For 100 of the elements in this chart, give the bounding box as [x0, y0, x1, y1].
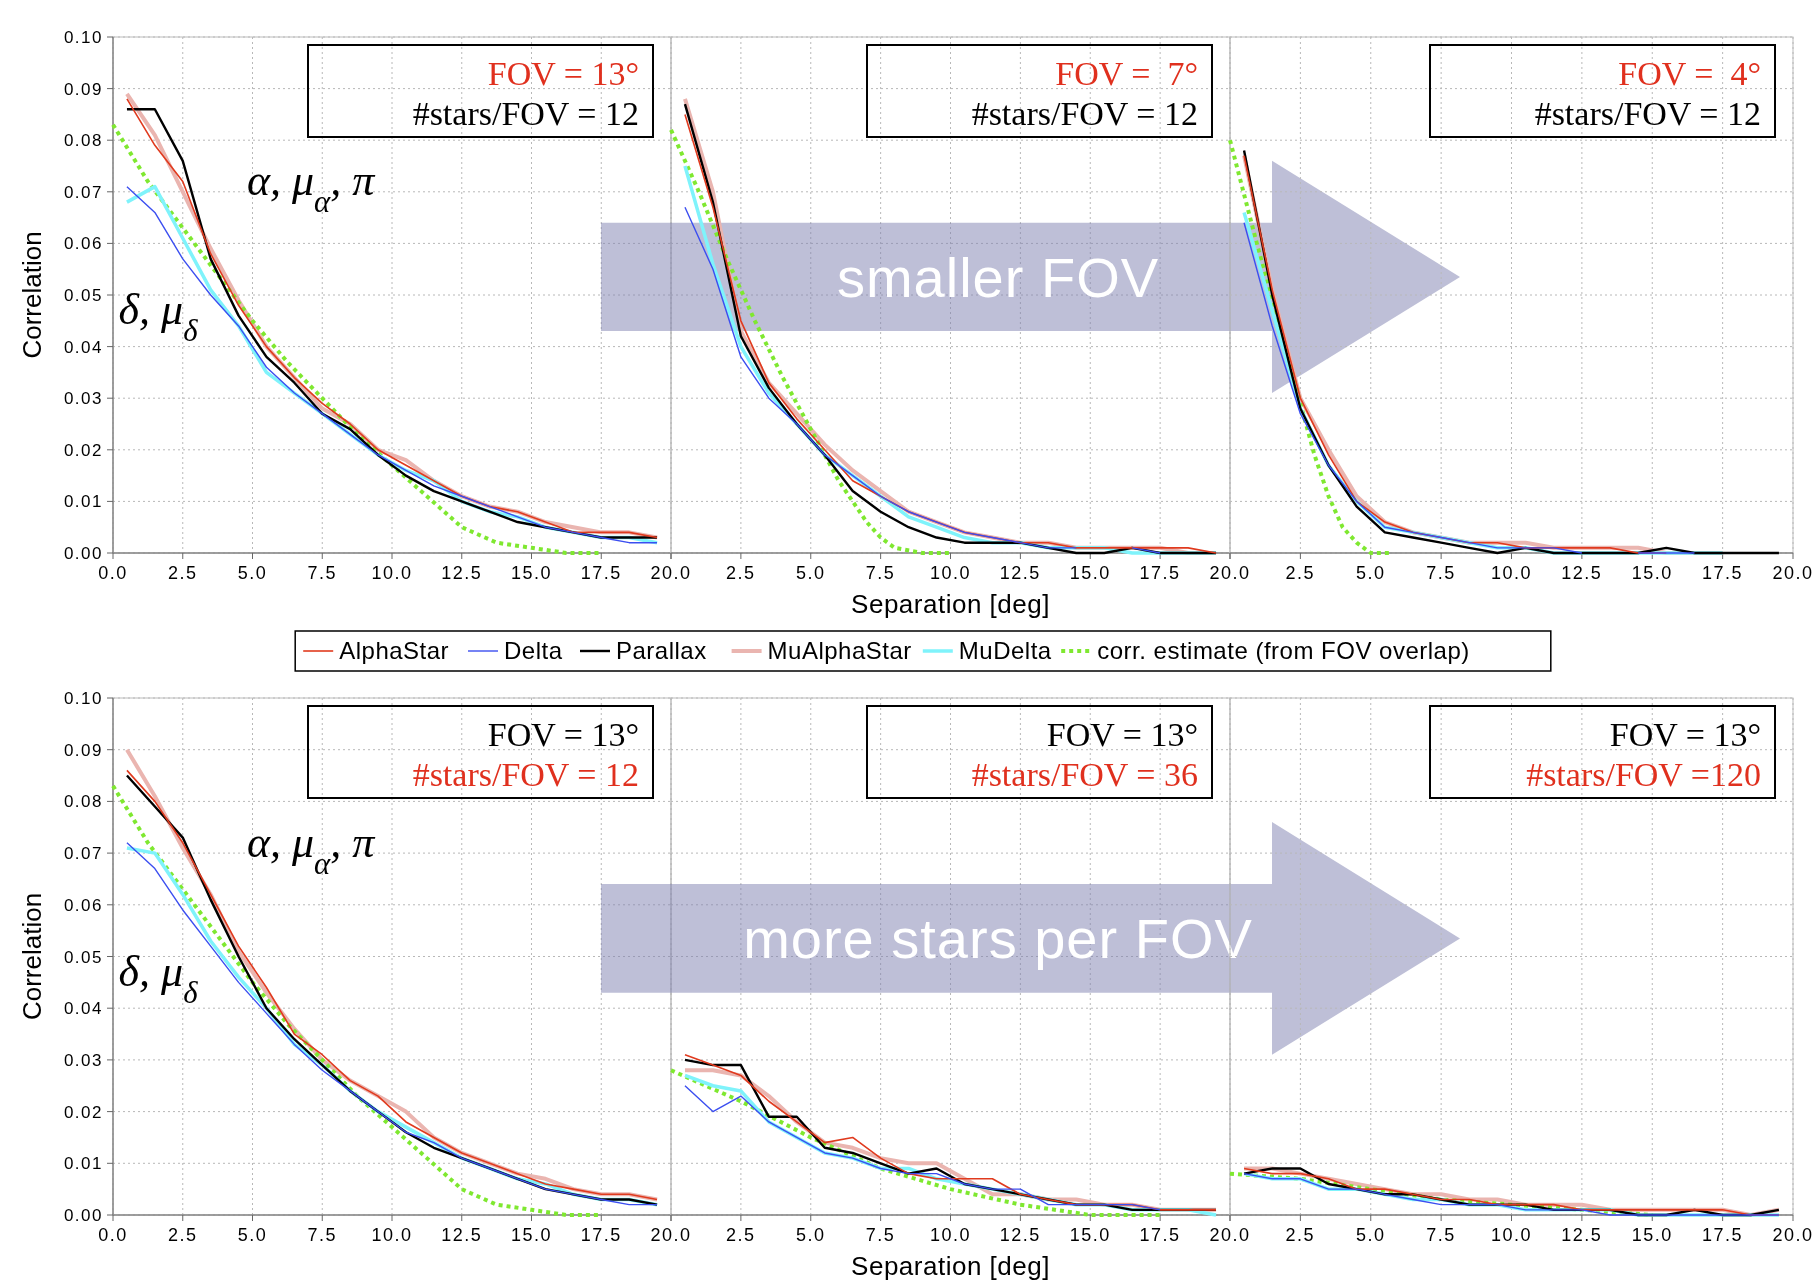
- x-tick-label: 17.5: [1702, 1225, 1744, 1245]
- x-tick-label: 20.0: [650, 1225, 692, 1245]
- text: FOV = 13°: [1609, 716, 1761, 753]
- annotation: δ, μ$_{δ}$: [118, 947, 199, 1011]
- x-tick-label: 10.0: [371, 563, 413, 583]
- text: FOV = 13°: [1046, 716, 1198, 753]
- annotation: α, μ$_{α}$, π: [246, 817, 377, 881]
- text: FOV = 13°: [487, 55, 639, 92]
- y-tick-label: 0.09: [63, 79, 103, 99]
- legend-label: Parallax: [616, 637, 707, 664]
- x-tick-label: 17.5: [1702, 563, 1744, 583]
- y-tick-label: 0.01: [63, 1154, 103, 1174]
- x-tick-label: 12.5: [441, 1225, 483, 1245]
- x-tick-label: 2.5: [1285, 563, 1316, 583]
- x-tick-label: 5.0: [237, 1225, 268, 1245]
- text: #stars/FOV = 36: [971, 756, 1198, 793]
- annotation: δ, μ$_{δ}$: [118, 285, 199, 349]
- x-tick-label: 5.0: [795, 563, 826, 583]
- legend-label: corr. estimate (from FOV overlap): [1097, 637, 1470, 664]
- y-tick-label: 0.05: [63, 947, 103, 967]
- x-tick-label: 7.5: [865, 1225, 896, 1245]
- legend-label: MuDelta: [958, 637, 1052, 664]
- y-tick-label: 0.09: [63, 740, 103, 760]
- y-tick-label: 0.04: [63, 337, 103, 357]
- y-tick-label: 0.03: [63, 1050, 103, 1070]
- x-axis-title: Separation [deg]: [851, 1251, 1050, 1281]
- x-tick-label: 17.5: [1139, 563, 1181, 583]
- y-tick-label: 0.07: [63, 844, 103, 864]
- y-tick-label: 0.00: [63, 1206, 103, 1225]
- x-tick-label: 17.5: [580, 563, 622, 583]
- text: FOV = 7°: [1055, 55, 1198, 92]
- text: #stars/FOV = 12: [971, 95, 1198, 132]
- x-tick-label: 10.0: [1490, 1225, 1533, 1245]
- x-tick-label: 12.5: [441, 563, 483, 583]
- text: FOV = 4°: [1618, 55, 1761, 92]
- annotation: more stars per FOV: [743, 907, 1253, 971]
- x-tick-label: 7.5: [307, 563, 338, 583]
- x-tick-label: 12.5: [999, 1225, 1041, 1245]
- y-tick-label: 0.10: [63, 28, 103, 47]
- text: FOV = 13°: [487, 716, 639, 753]
- x-tick-label: 17.5: [1139, 1225, 1181, 1245]
- y-tick-label: 0.10: [63, 689, 103, 708]
- y-axis-title: Correlation: [17, 231, 47, 359]
- text: #stars/FOV =120: [1526, 756, 1761, 793]
- x-tick-label: 0.0: [98, 563, 128, 583]
- legend-label: Delta: [504, 637, 563, 664]
- x-tick-label: 15.0: [1069, 563, 1111, 583]
- x-tick-label: 10.0: [929, 1225, 972, 1245]
- x-tick-label: 5.0: [1355, 1225, 1386, 1245]
- x-tick-label: 2.5: [726, 1225, 756, 1245]
- x-tick-label: 12.5: [1561, 1225, 1603, 1245]
- x-tick-label: 10.0: [1490, 563, 1533, 583]
- x-tick-label: 0.0: [98, 1225, 128, 1245]
- x-tick-label: 10.0: [929, 563, 972, 583]
- x-tick-label: 15.0: [510, 1225, 553, 1245]
- annotation: α, μ$_{α}$, π: [246, 156, 377, 220]
- x-tick-label: 12.5: [1561, 563, 1603, 583]
- x-axis-title: Separation [deg]: [851, 589, 1050, 619]
- text: #stars/FOV = 12: [412, 95, 639, 132]
- y-tick-label: 0.03: [63, 389, 103, 409]
- x-tick-label: 20.0: [1209, 563, 1251, 583]
- x-tick-label: 15.0: [1069, 1225, 1111, 1245]
- x-tick-label: 20.0: [1772, 1225, 1814, 1245]
- x-tick-label: 17.5: [580, 1225, 622, 1245]
- y-tick-label: 0.02: [63, 1102, 103, 1122]
- y-axis-title: Correlation: [17, 892, 47, 1021]
- x-tick-label: 10.0: [371, 1225, 413, 1245]
- y-tick-label: 0.08: [63, 792, 103, 812]
- y-tick-label: 0.05: [63, 286, 103, 305]
- x-tick-label: 7.5: [1426, 563, 1456, 583]
- y-tick-label: 0.08: [63, 131, 103, 151]
- y-tick-label: 0.01: [63, 492, 103, 512]
- y-tick-label: 0.06: [63, 895, 103, 915]
- x-tick-label: 20.0: [650, 563, 692, 583]
- y-tick-label: 0.07: [63, 182, 103, 202]
- x-tick-label: 12.5: [999, 563, 1041, 583]
- y-tick-label: 0.00: [63, 544, 103, 563]
- x-tick-label: 15.0: [510, 563, 553, 583]
- x-tick-label: 7.5: [307, 1225, 338, 1245]
- y-tick-label: 0.06: [63, 234, 103, 254]
- x-tick-label: 5.0: [237, 563, 268, 583]
- x-tick-label: 2.5: [1285, 1225, 1316, 1245]
- x-tick-label: 2.5: [726, 563, 756, 583]
- x-tick-label: 7.5: [865, 563, 896, 583]
- y-tick-label: 0.02: [63, 440, 103, 460]
- x-tick-label: 7.5: [1426, 1225, 1456, 1245]
- annotation: smaller FOV: [836, 245, 1160, 309]
- text: #stars/FOV = 12: [1534, 95, 1761, 132]
- x-tick-label: 2.5: [167, 1225, 198, 1245]
- x-tick-label: 2.5: [167, 563, 198, 583]
- y-tick-label: 0.04: [63, 999, 103, 1019]
- legend-label: MuAlphaStar: [767, 637, 912, 664]
- x-tick-label: 20.0: [1209, 1225, 1251, 1245]
- text: #stars/FOV = 12: [412, 756, 639, 793]
- x-tick-label: 15.0: [1631, 563, 1673, 583]
- x-tick-label: 15.0: [1631, 1225, 1673, 1245]
- x-tick-label: 20.0: [1772, 563, 1814, 583]
- x-tick-label: 5.0: [795, 1225, 826, 1245]
- x-tick-label: 5.0: [1355, 563, 1386, 583]
- legend-label: AlphaStar: [339, 637, 450, 664]
